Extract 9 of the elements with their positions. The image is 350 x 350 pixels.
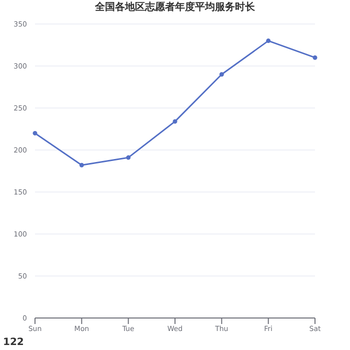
point [32,130,38,136]
point [266,38,271,44]
point [126,155,131,160]
point [79,162,84,168]
point [312,55,318,60]
text: 122 [3,337,24,348]
chart-title: 全国各地区志愿者年度平均服务时长 [94,1,256,15]
point [172,119,178,124]
point [219,72,224,77]
